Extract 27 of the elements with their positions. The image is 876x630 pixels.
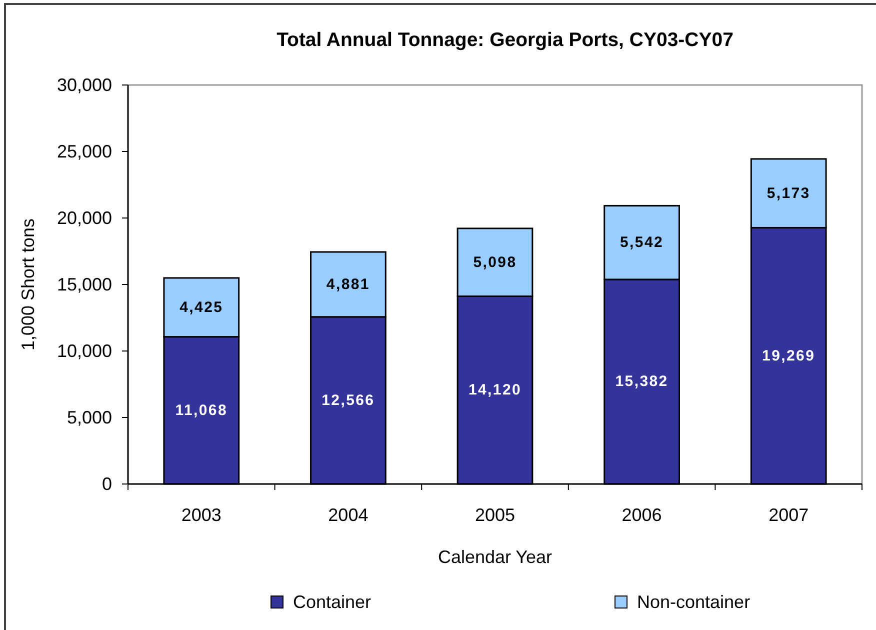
x-tick-label: 2003	[181, 505, 222, 525]
x-tick-label: 2007	[768, 505, 809, 525]
chart-title: Total Annual Tonnage: Georgia Ports, CY03-CY07	[276, 29, 734, 51]
y-tick-label: 5,000	[66, 408, 112, 428]
data-label: 15,382	[615, 373, 668, 390]
y-axis-title: 1,000 Short tons	[18, 218, 38, 351]
data-label: 5,173	[766, 184, 810, 202]
data-label: 19,269	[762, 347, 816, 364]
data-label: 5,098	[473, 254, 517, 271]
data-label: 4,425	[180, 298, 224, 316]
x-tick-label: 2005	[474, 505, 516, 525]
y-tick-label: 0	[102, 474, 112, 494]
x-axis-title: Calendar Year	[438, 547, 552, 567]
legend-label: Non-container	[637, 592, 750, 612]
legend-label: Container	[293, 592, 372, 612]
data-label: 5,542	[620, 234, 664, 252]
y-tick-label: 10,000	[56, 341, 112, 361]
x-tick-label: 2004	[328, 505, 368, 525]
data-label: 11,068	[175, 402, 228, 419]
y-tick-label: 20,000	[56, 208, 112, 228]
data-label: 12,566	[322, 392, 375, 409]
data-label: 14,120	[468, 382, 522, 399]
data-label: 4,881	[326, 276, 370, 293]
y-tick-label: 25,000	[56, 142, 112, 162]
x-tick-label: 2006	[622, 505, 662, 525]
y-tick-label: 30,000	[56, 75, 112, 95]
y-tick-label: 15,000	[56, 274, 112, 294]
